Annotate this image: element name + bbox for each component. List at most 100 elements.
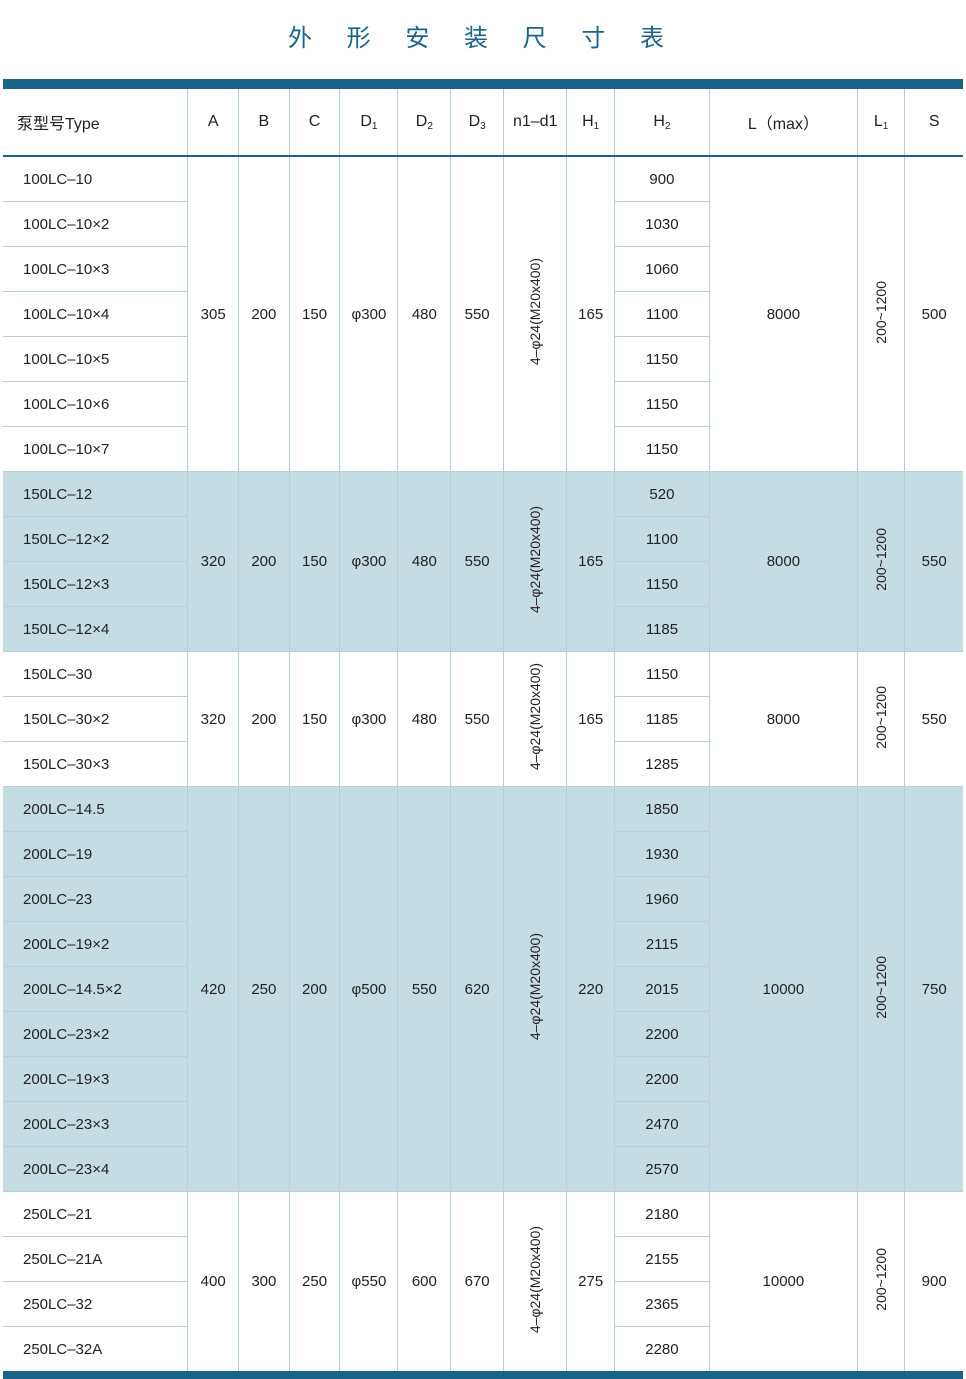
cell-h1: 275 — [567, 1192, 615, 1372]
th-c: C — [289, 89, 340, 156]
table-row: 200LC–14.5420250200φ5005506204–φ24(M20x4… — [3, 787, 963, 832]
cell-b: 200 — [239, 472, 290, 652]
cell-d2: 550 — [398, 787, 451, 1192]
cell-type: 250LC–32A — [3, 1327, 188, 1372]
cell-d3: 550 — [451, 472, 504, 652]
cell-h2: 1930 — [614, 832, 709, 877]
cell-a: 320 — [188, 472, 239, 652]
cell-l1: 200~1200 — [857, 472, 905, 652]
cell-c: 150 — [289, 472, 340, 652]
cell-d2: 480 — [398, 652, 451, 787]
cell-h2: 1850 — [614, 787, 709, 832]
cell-h2: 2015 — [614, 967, 709, 1012]
cell-l1: 200~1200 — [857, 652, 905, 787]
cell-h2: 2470 — [614, 1102, 709, 1147]
cell-d3: 670 — [451, 1192, 504, 1372]
cell-n1d1: 4–φ24(M20x400) — [504, 472, 567, 652]
cell-type: 200LC–23×2 — [3, 1012, 188, 1057]
cell-d3: 550 — [451, 156, 504, 472]
cell-l1: 200~1200 — [857, 1192, 905, 1372]
cell-a: 305 — [188, 156, 239, 472]
cell-b: 200 — [239, 652, 290, 787]
table-header-row: 泵型号Type A B C D1 D2 D3 n1–d1 H1 H2 L（max… — [3, 89, 963, 156]
page-title: 外 形 安 装 尺 寸 表 — [0, 0, 966, 79]
table-row: 150LC–12320200150φ3004805504–φ24(M20x400… — [3, 472, 963, 517]
cell-lmax: 8000 — [709, 652, 857, 787]
cell-type: 100LC–10×2 — [3, 202, 188, 247]
cell-b: 200 — [239, 156, 290, 472]
th-d1: D1 — [340, 89, 398, 156]
cell-type: 150LC–12×3 — [3, 562, 188, 607]
th-n1d1: n1–d1 — [504, 89, 567, 156]
cell-h1: 165 — [567, 652, 615, 787]
th-b: B — [239, 89, 290, 156]
cell-type: 200LC–23 — [3, 877, 188, 922]
cell-d2: 480 — [398, 472, 451, 652]
cell-h2: 2180 — [614, 1192, 709, 1237]
cell-l1: 200~1200 — [857, 156, 905, 472]
th-d2: D2 — [398, 89, 451, 156]
cell-type: 100LC–10×3 — [3, 247, 188, 292]
cell-lmax: 8000 — [709, 472, 857, 652]
th-s: S — [905, 89, 963, 156]
cell-l1: 200~1200 — [857, 787, 905, 1192]
cell-c: 150 — [289, 156, 340, 472]
cell-a: 320 — [188, 652, 239, 787]
cell-a: 420 — [188, 787, 239, 1192]
cell-h2: 2570 — [614, 1147, 709, 1192]
cell-h2: 1100 — [614, 292, 709, 337]
cell-n1d1: 4–φ24(M20x400) — [504, 156, 567, 472]
cell-type: 200LC–19 — [3, 832, 188, 877]
cell-h2: 1060 — [614, 247, 709, 292]
cell-c: 150 — [289, 652, 340, 787]
cell-h2: 900 — [614, 156, 709, 202]
th-a: A — [188, 89, 239, 156]
cell-s: 550 — [905, 652, 963, 787]
cell-b: 300 — [239, 1192, 290, 1372]
cell-n1d1: 4–φ24(M20x400) — [504, 1192, 567, 1372]
th-d3: D3 — [451, 89, 504, 156]
cell-type: 200LC–14.5 — [3, 787, 188, 832]
cell-type: 150LC–12×4 — [3, 607, 188, 652]
th-h1: H1 — [567, 89, 615, 156]
th-lmax: L（max） — [709, 89, 857, 156]
cell-d1: φ300 — [340, 652, 398, 787]
cell-h2: 1285 — [614, 742, 709, 787]
cell-d2: 600 — [398, 1192, 451, 1372]
cell-h2: 2365 — [614, 1282, 709, 1327]
cell-type: 150LC–12 — [3, 472, 188, 517]
cell-d1: φ500 — [340, 787, 398, 1192]
cell-a: 400 — [188, 1192, 239, 1372]
cell-type: 250LC–21 — [3, 1192, 188, 1237]
cell-h2: 1150 — [614, 427, 709, 472]
th-type: 泵型号Type — [3, 89, 188, 156]
cell-type: 200LC–23×3 — [3, 1102, 188, 1147]
cell-s: 750 — [905, 787, 963, 1192]
cell-d3: 550 — [451, 652, 504, 787]
cell-type: 100LC–10×5 — [3, 337, 188, 382]
cell-type: 200LC–19×3 — [3, 1057, 188, 1102]
cell-d1: φ550 — [340, 1192, 398, 1372]
cell-c: 200 — [289, 787, 340, 1192]
cell-h2: 1030 — [614, 202, 709, 247]
cell-type: 100LC–10×6 — [3, 382, 188, 427]
cell-type: 150LC–30 — [3, 652, 188, 697]
cell-lmax: 8000 — [709, 156, 857, 472]
cell-lmax: 10000 — [709, 787, 857, 1192]
cell-d3: 620 — [451, 787, 504, 1192]
cell-h1: 165 — [567, 156, 615, 472]
cell-h1: 165 — [567, 472, 615, 652]
cell-h2: 1185 — [614, 697, 709, 742]
cell-h2: 2280 — [614, 1327, 709, 1372]
cell-type: 150LC–12×2 — [3, 517, 188, 562]
cell-type: 100LC–10 — [3, 156, 188, 202]
cell-type: 200LC–23×4 — [3, 1147, 188, 1192]
cell-lmax: 10000 — [709, 1192, 857, 1372]
cell-d1: φ300 — [340, 472, 398, 652]
cell-c: 250 — [289, 1192, 340, 1372]
cell-n1d1: 4–φ24(M20x400) — [504, 787, 567, 1192]
table-row: 250LC–21400300250φ5506006704–φ24(M20x400… — [3, 1192, 963, 1237]
th-l1: L1 — [857, 89, 905, 156]
cell-type: 150LC–30×3 — [3, 742, 188, 787]
cell-d1: φ300 — [340, 156, 398, 472]
